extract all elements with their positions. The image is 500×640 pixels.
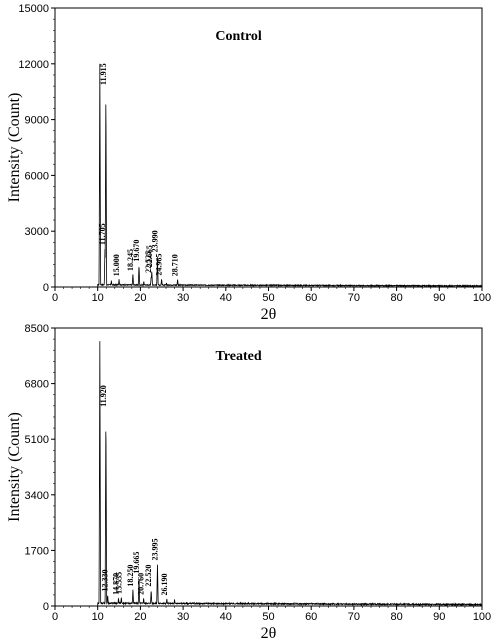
x-tick-label: 50	[262, 292, 274, 304]
peak-label: 11.915	[99, 63, 108, 85]
peak-label: 11.705	[98, 223, 107, 245]
xrd-pattern-line	[97, 63, 483, 288]
y-tick-label: 0	[43, 282, 49, 294]
y-axis-title: Intensity (Count)	[6, 412, 23, 522]
peak-label: 23.995	[150, 538, 159, 560]
x-tick-label: 30	[177, 292, 189, 304]
x-tick-label: 70	[348, 611, 360, 623]
y-tick-label: 12000	[18, 59, 49, 71]
peak-label: 24.965	[155, 254, 164, 276]
y-axis-title: Intensity (Count)	[6, 93, 23, 203]
x-tick-label: 100	[473, 611, 491, 623]
xrd-pattern-line	[97, 341, 483, 607]
y-tick-label: 6800	[25, 379, 49, 391]
y-tick-label: 5100	[25, 434, 49, 446]
chart-panel-1: 0 10 20 30 40 50 60 70 80 90 100 0 3000 6000 9000 12000…	[6, 3, 491, 323]
chart-panel-2: 0 10 20 30 40 50 60 70 80 90 100 0 1700 3400 5100 6800 8…	[6, 323, 491, 640]
x-tick-label: 30	[177, 611, 189, 623]
x-tick-label: 10	[92, 611, 104, 623]
y-tick-label: 6000	[25, 170, 49, 182]
y-tick-label: 9000	[25, 115, 49, 127]
peak-label: 18.245	[126, 249, 135, 271]
x-tick-label: 0	[52, 292, 58, 304]
peak-label: 22.520	[144, 565, 153, 587]
peak-label: 22.665	[145, 245, 154, 267]
peak-label: 20.760	[137, 573, 146, 595]
x-tick-label: 80	[390, 292, 402, 304]
peak-label: 19.670	[132, 240, 141, 262]
x-tick-label: 70	[348, 292, 360, 304]
peak-label: 11.920	[99, 385, 108, 407]
y-tick-label: 1700	[25, 545, 49, 557]
x-tick-label: 20	[134, 611, 146, 623]
peak-label: 22.525	[144, 251, 153, 273]
peak-label: 14.870	[111, 573, 120, 595]
peak-label: 26.190	[160, 573, 169, 595]
x-tick-label: 20	[134, 292, 146, 304]
x-tick-label: 60	[305, 611, 317, 623]
panel-title: Treated	[216, 349, 262, 364]
peak-label: 28.710	[171, 254, 180, 276]
plot-frame	[54, 7, 483, 288]
peak-label: 19.665	[132, 552, 141, 574]
x-tick-label: 40	[220, 292, 232, 304]
y-tick-label: 3400	[25, 490, 49, 502]
plot-frame	[54, 327, 483, 607]
y-tick-label: 3000	[25, 226, 49, 238]
x-tick-label: 40	[220, 611, 232, 623]
x-tick-label: 50	[262, 611, 274, 623]
x-tick-label: 90	[433, 292, 445, 304]
panel-title: Control	[215, 29, 262, 44]
x-tick-label: 60	[305, 292, 317, 304]
peak-label: 18.250	[126, 565, 135, 587]
x-tick-label: 10	[92, 292, 104, 304]
x-axis-title: 2θ	[261, 306, 277, 323]
peak-label: 23.990	[150, 230, 159, 252]
x-tick-label: 0	[52, 611, 58, 623]
peak-label: 12.330	[101, 570, 110, 592]
x-axis-title: 2θ	[261, 625, 277, 640]
x-tick-label: 100	[473, 292, 491, 304]
peak-label: 15.000	[112, 254, 121, 276]
y-tick-label: 8500	[25, 323, 49, 335]
y-tick-label: 0	[43, 601, 49, 613]
x-tick-label: 80	[390, 611, 402, 623]
peak-label: 15.535	[114, 572, 123, 594]
y-tick-label: 15000	[18, 3, 49, 15]
x-tick-label: 90	[433, 611, 445, 623]
